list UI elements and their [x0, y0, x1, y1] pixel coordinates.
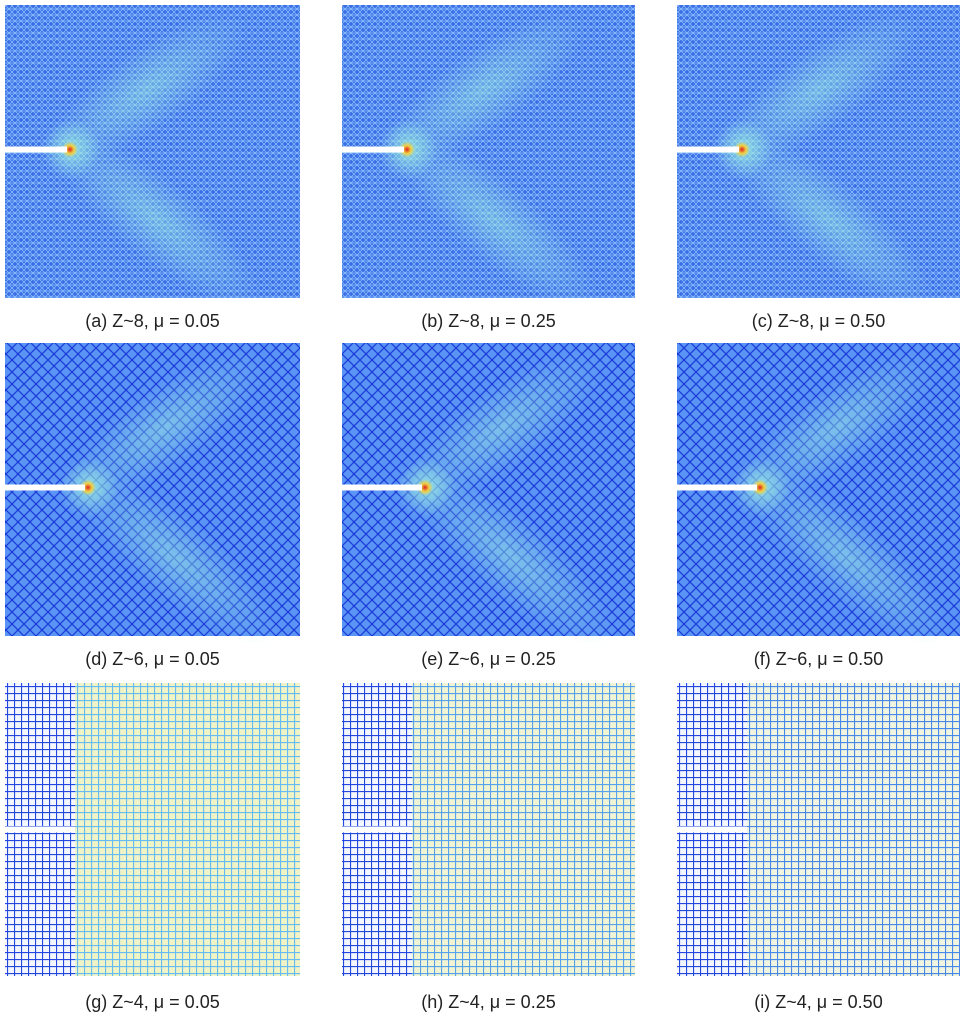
crack [677, 827, 747, 833]
caption: (f) Z~6, μ = 0.50 [754, 649, 883, 669]
caption: (c) Z~8, μ = 0.50 [752, 311, 885, 331]
caption: (h) Z~4, μ = 0.25 [421, 992, 555, 1012]
crack [342, 827, 412, 833]
caption: (e) Z~6, μ = 0.25 [421, 649, 555, 669]
caption: (b) Z~8, μ = 0.25 [421, 311, 555, 331]
damage-region [75, 683, 300, 976]
caption: (g) Z~4, μ = 0.05 [85, 992, 219, 1012]
crack [677, 147, 739, 153]
crack [342, 147, 404, 153]
caption: (d) Z~6, μ = 0.05 [85, 649, 219, 669]
figure: (a) Z~8, μ = 0.05 (b) Z~8, μ = 0.25 (c) Z~… [0, 0, 960, 1020]
crack [677, 485, 757, 491]
panel-image [342, 326, 637, 672]
panel-image [5, 326, 300, 672]
panel-image [342, 683, 635, 976]
caption: (a) Z~8, μ = 0.05 [85, 311, 219, 331]
panel-image [677, 326, 960, 672]
crack [5, 827, 75, 833]
damage-region [412, 683, 635, 976]
crack [342, 485, 422, 491]
panel-image [677, 683, 960, 976]
crack [5, 485, 85, 491]
caption: (i) Z~4, μ = 0.50 [754, 992, 882, 1012]
panel-image [5, 683, 300, 976]
panel-image [677, 0, 960, 334]
panel-image [342, 0, 635, 334]
panel-image [5, 0, 300, 334]
crack [5, 147, 67, 153]
damage-region [747, 683, 960, 976]
